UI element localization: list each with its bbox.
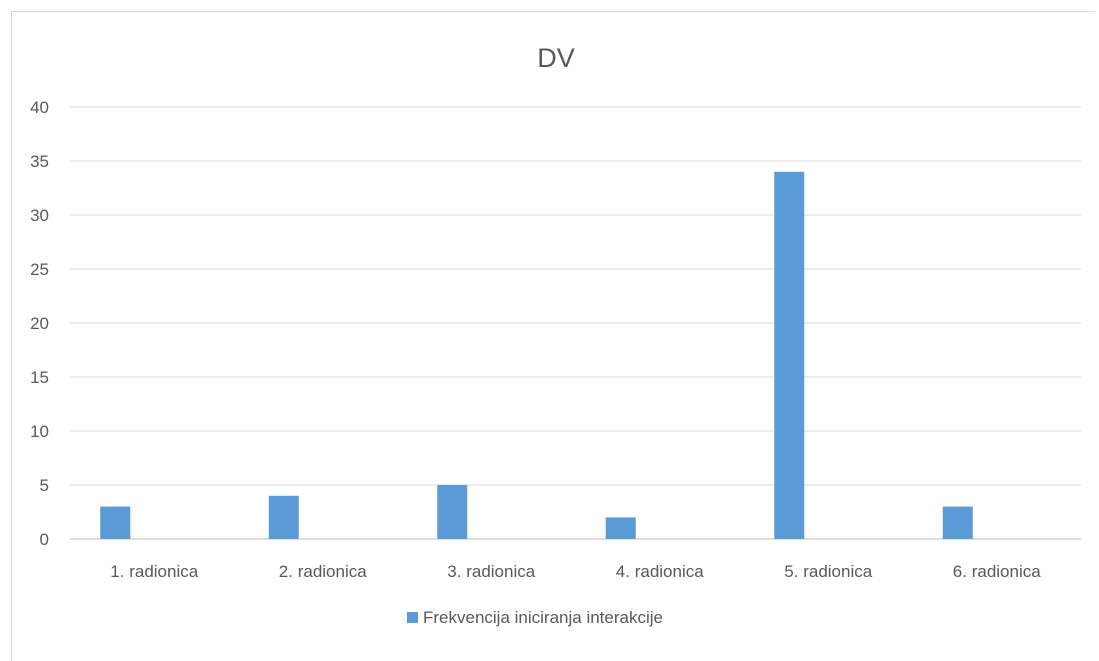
y-tick-label: 35 xyxy=(30,152,49,171)
x-tick-label: 3. radionica xyxy=(447,562,535,581)
x-axis-ticks: 1. radionica 2. radionica 3. radionica 4. r… xyxy=(110,562,1041,581)
x-tick-label: 1. radionica xyxy=(110,562,198,581)
y-tick-label: 40 xyxy=(30,98,49,117)
y-axis-ticks: 0 5 10 15 20 25 30 35 40 xyxy=(30,98,49,549)
x-tick-label: 5. radionica xyxy=(784,562,872,581)
bar xyxy=(942,506,973,539)
legend: Frekvencija iniciranja interakcije xyxy=(407,608,663,627)
y-tick-label: 30 xyxy=(30,206,49,225)
y-tick-label: 25 xyxy=(30,260,49,279)
y-tick-label: 10 xyxy=(30,422,49,441)
x-tick-label: 2. radionica xyxy=(279,562,367,581)
legend-swatch xyxy=(407,612,418,623)
x-tick-label: 6. radionica xyxy=(953,562,1041,581)
bars xyxy=(100,171,973,540)
legend-label: Frekvencija iniciranja interakcije xyxy=(423,608,663,627)
y-tick-label: 5 xyxy=(40,476,49,495)
chart-frame xyxy=(11,11,1095,661)
y-tick-label: 0 xyxy=(40,530,49,549)
y-tick-label: 15 xyxy=(30,368,49,387)
x-tick-label: 4. radionica xyxy=(616,562,704,581)
chart-title: DV xyxy=(537,43,575,73)
y-tick-label: 20 xyxy=(30,314,49,333)
bar xyxy=(268,495,299,539)
bar xyxy=(437,485,468,539)
bar xyxy=(100,506,131,539)
gridlines xyxy=(70,106,1081,540)
bar xyxy=(605,517,636,539)
bar xyxy=(774,171,805,540)
